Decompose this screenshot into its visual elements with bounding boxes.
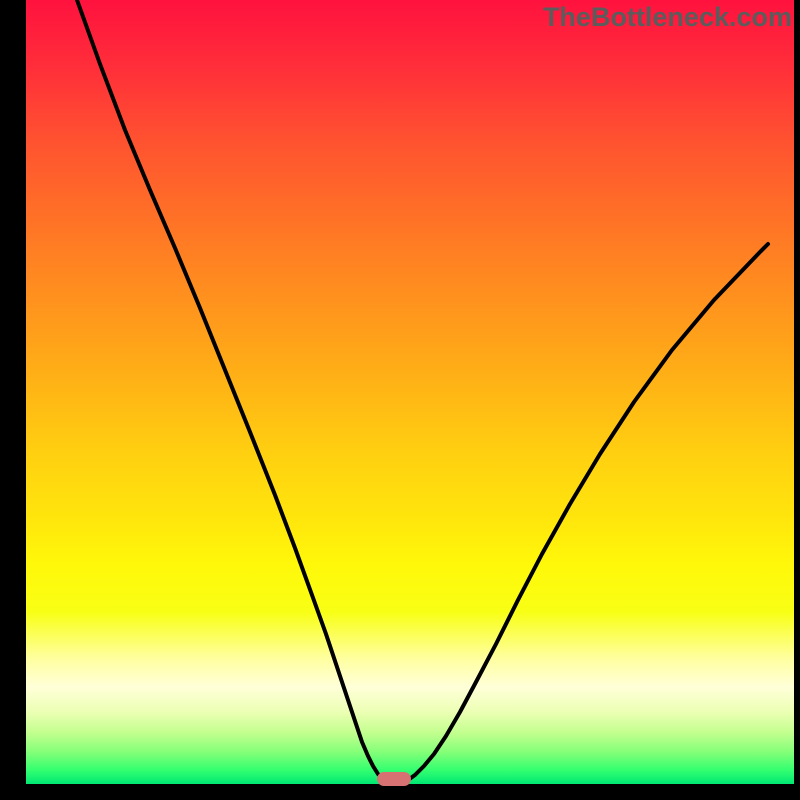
watermark-text: TheBottleneck.com: [543, 2, 792, 33]
curve-layer: [26, 0, 794, 784]
plot-area: [26, 0, 794, 784]
bottleneck-curve: [77, 0, 768, 784]
optimum-marker: [377, 772, 411, 786]
chart-stage: TheBottleneck.com: [0, 0, 800, 800]
